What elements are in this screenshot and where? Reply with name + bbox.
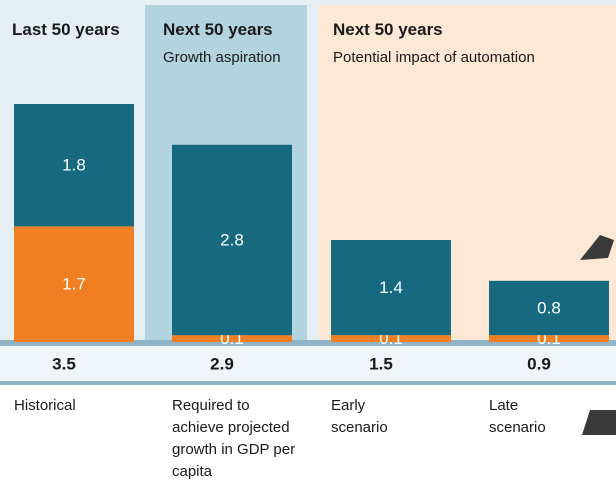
value-label: 2.8 bbox=[220, 230, 244, 249]
value-label: 1.7 bbox=[62, 275, 86, 294]
column-header: Last 50 years bbox=[12, 20, 120, 40]
total-label: 1.5 bbox=[369, 354, 393, 373]
page: {"chart_data": {"type": "stacked-bar", "… bbox=[0, 0, 616, 491]
column-subheader: Growth aspiration bbox=[163, 49, 281, 66]
total-label: 3.5 bbox=[52, 354, 76, 373]
category-label: Early scenario bbox=[331, 395, 411, 439]
column-header: Next 50 years bbox=[163, 20, 273, 40]
robot-base-decoration bbox=[582, 410, 616, 435]
value-label: 1.8 bbox=[62, 156, 86, 175]
total-label: 0.9 bbox=[527, 354, 551, 373]
category-label: Late scenario bbox=[489, 395, 569, 439]
value-label: 0.8 bbox=[537, 298, 561, 317]
category-label: Required to achieve projected growth in … bbox=[172, 395, 297, 483]
category-label: Historical bbox=[14, 395, 134, 417]
stage: 1.71.83.50.12.82.90.11.41.50.10.80.9 Las… bbox=[0, 0, 616, 491]
total-label: 2.9 bbox=[210, 354, 234, 373]
totals-row bbox=[0, 346, 616, 382]
column-subheader: Potential impact of automation bbox=[333, 49, 535, 66]
divider bbox=[0, 381, 616, 385]
value-label: 1.4 bbox=[379, 278, 403, 297]
column-header: Next 50 years bbox=[333, 20, 443, 40]
